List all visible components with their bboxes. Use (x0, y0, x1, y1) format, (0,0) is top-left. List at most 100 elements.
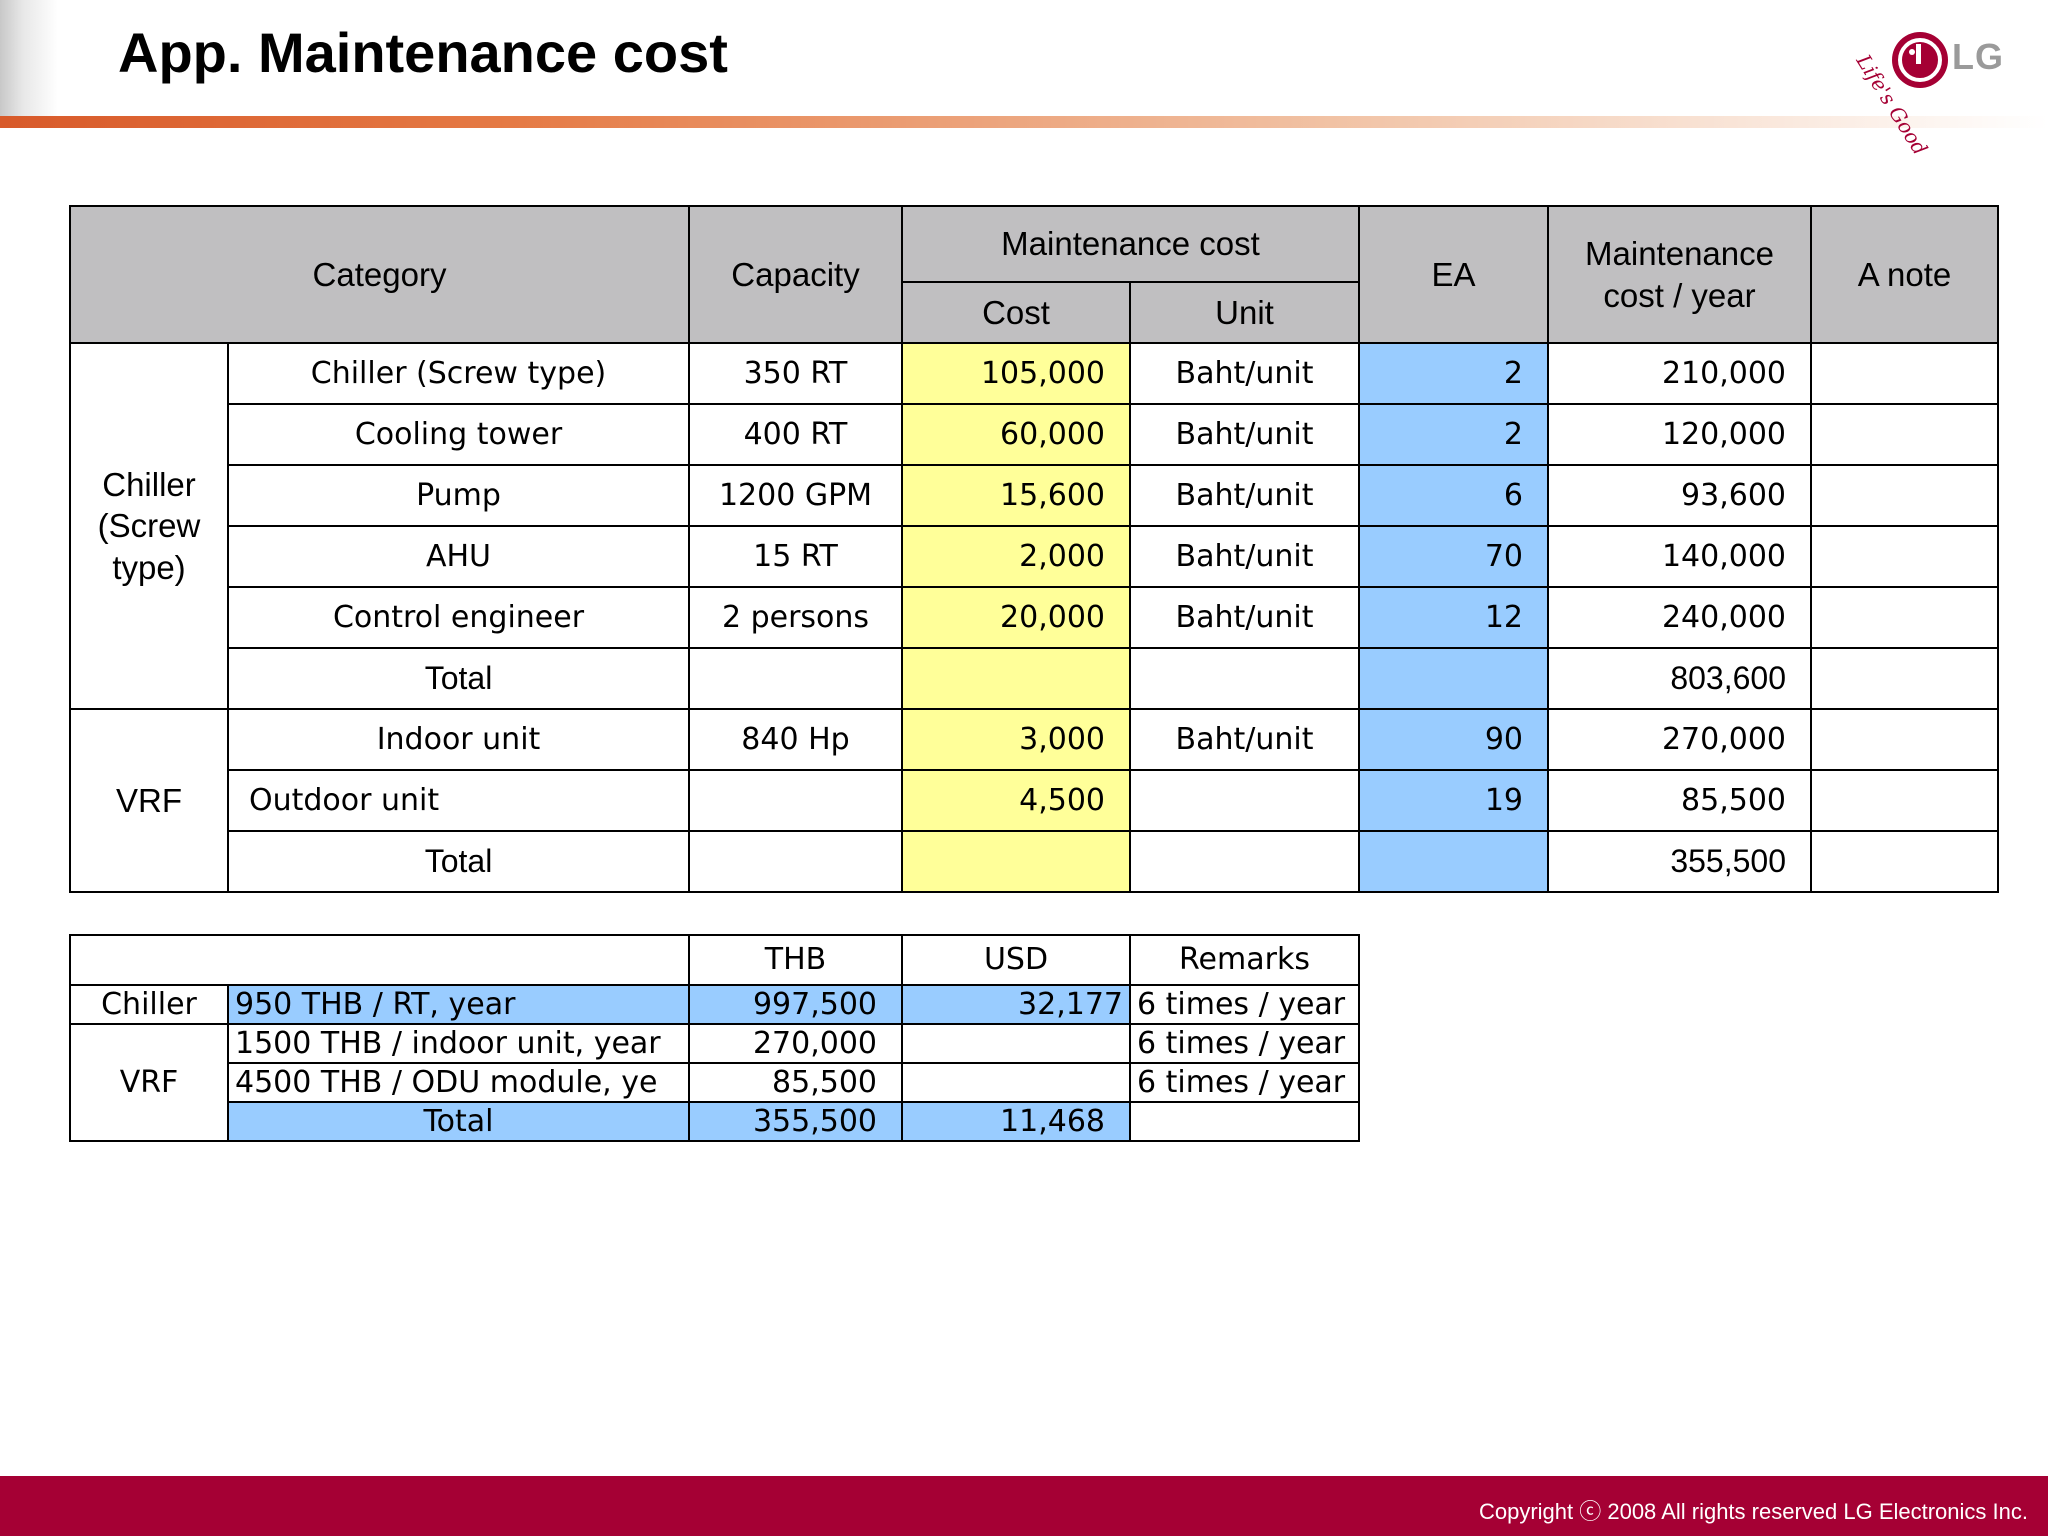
item-cost: 3,000 (901, 708, 1131, 771)
item-unit: Baht/unit (1129, 403, 1360, 466)
lg-face-icon (1892, 32, 1948, 88)
header-category: Category (69, 205, 690, 344)
item-note (1810, 464, 1999, 527)
table-row: VRF Indoor unit 840 Hp 3,000 Baht/unit 9… (69, 708, 1999, 893)
table-row: Outdoor unit 4,500 19 85,500 (70, 769, 1999, 832)
header-divider (0, 116, 2048, 128)
header-maintenance-cost: Maintenance cost (901, 205, 1360, 283)
total-row: Total 355,500 (70, 830, 1999, 893)
maintenance-cost-table: Category Capacity Maintenance cost EA Ma… (69, 205, 1999, 893)
item-name: Cooling tower (227, 403, 690, 466)
item-name: Chiller (Screw type) (227, 342, 690, 405)
table-row: Pump 1200 GPM 15,600 Baht/unit 6 93,600 (70, 464, 1999, 527)
item-note (1810, 708, 1999, 771)
item-unit: Baht/unit (1129, 464, 1360, 527)
logo-brand: LG (1952, 36, 2004, 77)
item-ea: 70 (1358, 525, 1549, 588)
group-label-chiller: Chiller (Screw type) (69, 342, 229, 710)
summary-usd (901, 1062, 1131, 1103)
item-capacity (688, 769, 903, 832)
item-name: Pump (227, 464, 690, 527)
item-ea: 2 (1358, 403, 1549, 466)
header-maintenance-cost-year: Maintenance cost / year (1547, 205, 1812, 344)
item-year-cost: 240,000 (1547, 586, 1812, 649)
item-capacity: 1200 GPM (688, 464, 903, 527)
copyright-text: Copyright ⓒ 2008 All rights reserved LG … (1478, 1499, 2028, 1524)
summary-label-vrf: VRF (69, 1023, 229, 1142)
item-cost: 20,000 (901, 586, 1131, 649)
summary-thb: 997,500 (688, 984, 903, 1025)
header-accent-bar (0, 0, 58, 128)
summary-usd: 32,177 (901, 984, 1131, 1025)
table-row: Cooling tower 400 RT 60,000 Baht/unit 2 … (70, 403, 1999, 466)
item-capacity: 350 RT (688, 342, 903, 405)
item-cost: 60,000 (901, 403, 1131, 466)
item-cost: 4,500 (901, 769, 1131, 832)
item-cost: 15,600 (901, 464, 1131, 527)
summary-thb: 270,000 (688, 1023, 903, 1064)
item-cost: 105,000 (901, 342, 1131, 405)
item-note (1810, 525, 1999, 588)
item-note (1810, 769, 1999, 832)
summary-remarks: 6 times / year (1129, 1023, 1360, 1064)
item-ea: 19 (1358, 769, 1549, 832)
item-year-cost: 270,000 (1547, 708, 1812, 771)
header-cost: Cost (901, 281, 1131, 344)
item-capacity: 2 persons (688, 586, 903, 649)
total-label: Total (227, 830, 690, 893)
item-note (1810, 586, 1999, 649)
item-year-cost: 140,000 (1547, 525, 1812, 588)
summary-row: 4500 THB / ODU module, ye 85,500 6 times… (70, 1062, 1360, 1103)
summary-label-chiller: Chiller (69, 984, 229, 1025)
item-cost: 2,000 (901, 525, 1131, 588)
item-capacity: 400 RT (688, 403, 903, 466)
item-unit: Baht/unit (1129, 525, 1360, 588)
item-ea: 90 (1358, 708, 1549, 771)
item-unit: Baht/unit (1129, 586, 1360, 649)
item-ea: 6 (1358, 464, 1549, 527)
header-ea: EA (1358, 205, 1549, 344)
lg-logo: LG Life's Good (1846, 22, 2016, 159)
item-name: AHU (227, 525, 690, 588)
summary-header-usd: USD (901, 934, 1131, 986)
summary-desc: 950 THB / RT, year (227, 984, 690, 1025)
table-row: AHU 15 RT 2,000 Baht/unit 70 140,000 (70, 525, 1999, 588)
item-name: Indoor unit (227, 708, 690, 771)
footer-bar: Copyright ⓒ 2008 All rights reserved LG … (0, 1476, 2048, 1536)
item-ea: 12 (1358, 586, 1549, 649)
total-label: Total (227, 647, 690, 710)
summary-usd (901, 1023, 1131, 1064)
summary-total-label: Total (227, 1101, 690, 1142)
group-label-vrf: VRF (69, 708, 229, 893)
item-note (1810, 403, 1999, 466)
item-name: Control engineer (227, 586, 690, 649)
item-name: Outdoor unit (227, 769, 690, 832)
summary-row: Chiller 950 THB / RT, year 997,500 32,17… (69, 984, 1360, 1025)
item-unit (1129, 769, 1360, 832)
summary-total-thb: 355,500 (688, 1101, 903, 1142)
summary-total-row: Total 355,500 11,468 (70, 1101, 1360, 1142)
summary-table: THB USD Remarks Chiller 950 THB / RT, ye… (69, 934, 1360, 1142)
summary-total-usd: 11,468 (901, 1101, 1131, 1142)
item-ea: 2 (1358, 342, 1549, 405)
item-capacity: 840 Hp (688, 708, 903, 771)
item-unit: Baht/unit (1129, 342, 1360, 405)
summary-remarks: 6 times / year (1129, 1062, 1360, 1103)
total-row: Total 803,600 (70, 647, 1999, 710)
header-unit: Unit (1129, 281, 1360, 344)
header-capacity: Capacity (688, 205, 903, 344)
item-unit: Baht/unit (1129, 708, 1360, 771)
summary-desc: 1500 THB / indoor unit, year (227, 1023, 690, 1064)
page-title: App. Maintenance cost (118, 21, 728, 84)
total-value-chiller: 803,600 (1547, 647, 1812, 710)
table-row: Control engineer 2 persons 20,000 Baht/u… (70, 586, 1999, 649)
summary-remarks: 6 times / year (1129, 984, 1360, 1025)
total-value-vrf: 355,500 (1547, 830, 1812, 893)
summary-thb: 85,500 (688, 1062, 903, 1103)
table-row: Chiller (Screw type) Chiller (Screw type… (69, 342, 1999, 710)
summary-desc: 4500 THB / ODU module, ye (227, 1062, 690, 1103)
summary-row: VRF 1500 THB / indoor unit, year 270,000… (69, 1023, 1360, 1142)
item-year-cost: 85,500 (1547, 769, 1812, 832)
item-capacity: 15 RT (688, 525, 903, 588)
summary-header-thb: THB (688, 934, 903, 986)
